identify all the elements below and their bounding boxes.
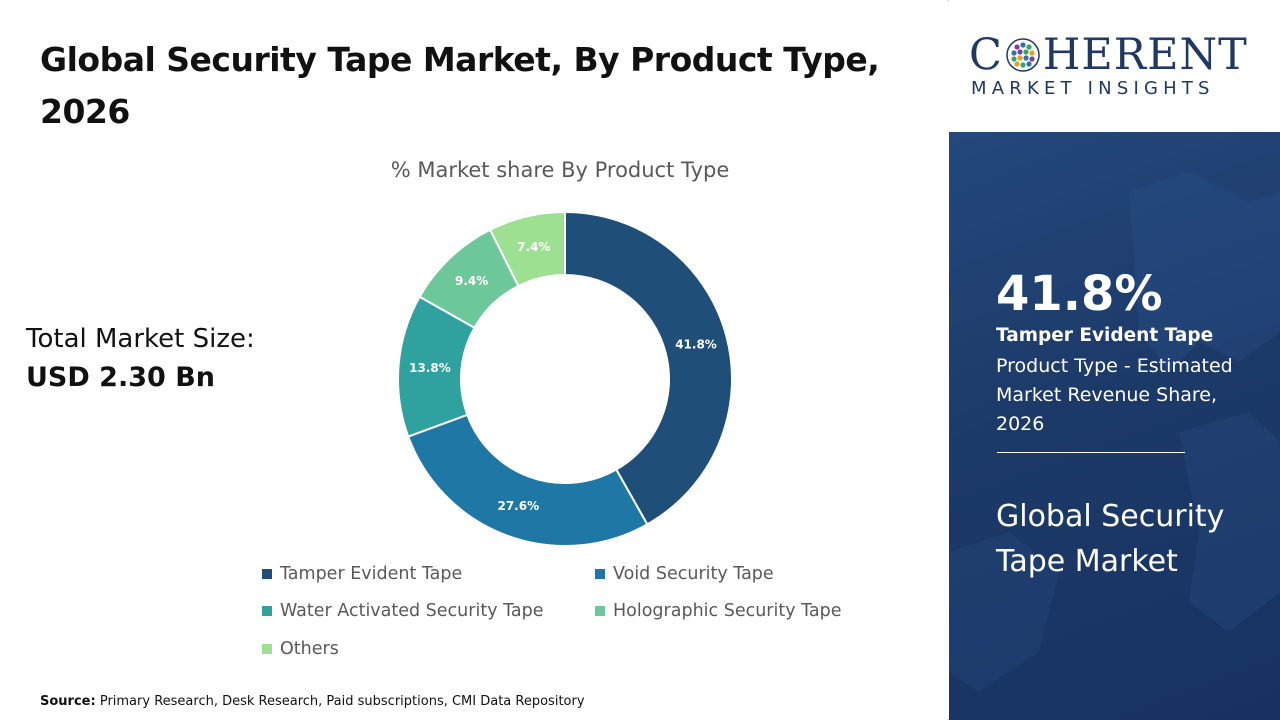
highlight-percent: 41.8% — [996, 266, 1163, 322]
legend-swatch — [262, 644, 272, 654]
legend-swatch — [595, 569, 605, 579]
logo-subtitle: MARKET INSIGHTS — [971, 78, 1215, 99]
legend-swatch — [595, 606, 605, 616]
legend-item-tamper-evident: Tamper Evident Tape — [262, 564, 462, 584]
total-market-value: USD 2.30 Bn — [26, 362, 215, 393]
slice-data-label: 13.8% — [409, 361, 451, 375]
legend-label: Holographic Security Tape — [613, 601, 842, 621]
slice-data-label: 27.6% — [497, 499, 539, 513]
highlight-panel: 41.8% Tamper Evident Tape Product Type -… — [949, 132, 1280, 720]
divider — [997, 452, 1185, 453]
page-title: Global Security Tape Market, By Product … — [40, 40, 880, 131]
legend-label: Water Activated Security Tape — [280, 601, 544, 621]
slice-tamper-evident — [564, 210, 733, 526]
market-name: Global Security Tape Market — [996, 499, 1225, 579]
logo-word: HERENT — [1042, 30, 1248, 80]
highlight-description: Product Type - Estimated Market Revenue … — [996, 355, 1233, 435]
source-text: Primary Research, Desk Research, Paid su… — [99, 694, 585, 709]
map-background — [949, 172, 1280, 692]
legend-item-water-activated: Water Activated Security Tape — [262, 601, 544, 621]
source-note: Source: Primary Research, Desk Research,… — [40, 694, 585, 709]
source-label: Source: — [40, 694, 96, 709]
legend-label: Others — [280, 639, 339, 659]
slice-void-security — [406, 413, 649, 547]
legend-swatch — [262, 606, 272, 616]
legend-label: Void Security Tape — [613, 564, 774, 584]
highlight-segment: Tamper Evident Tape — [996, 325, 1214, 346]
logo-area: C HERENT MARKET INSIGHTS — [949, 0, 1280, 132]
slice-others — [488, 210, 566, 288]
slice-data-label: 41.8% — [675, 337, 717, 351]
legend-item-holographic: Holographic Security Tape — [595, 601, 842, 621]
donut-chart: 41.8% 27.6% 13.8% 9.4% 7.4% — [397, 210, 733, 547]
company-logo: C HERENT — [969, 30, 1248, 80]
legend-item-void-security: Void Security Tape — [595, 564, 774, 584]
slice-data-label: 7.4% — [517, 240, 550, 254]
chart-title: % Market share By Product Type — [390, 158, 730, 182]
logo-letter: C — [969, 30, 1003, 80]
total-market-label: Total Market Size: — [26, 324, 255, 354]
globe-icon — [1006, 38, 1040, 72]
slice-data-label: 9.4% — [455, 274, 488, 288]
legend-item-others: Others — [262, 639, 339, 659]
legend-label: Tamper Evident Tape — [280, 564, 463, 584]
chart-panel: Global Security Tape Market, By Product … — [26, 40, 880, 709]
legend-swatch — [262, 569, 272, 579]
